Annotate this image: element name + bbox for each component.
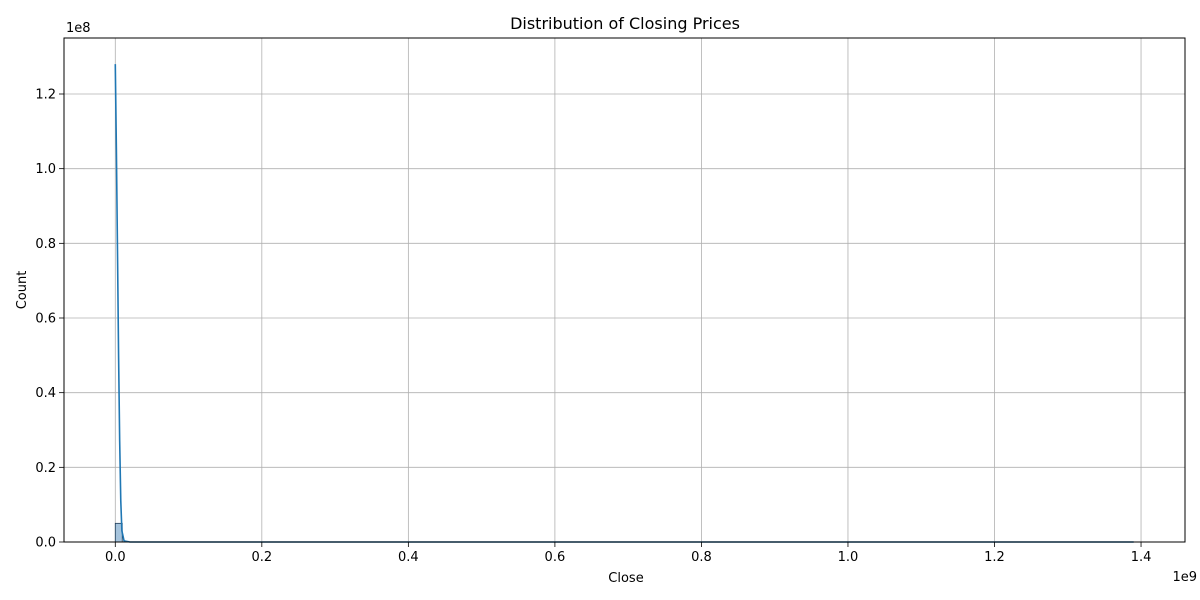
x-ticks: 0.0 0.2 0.4 0.6 0.8 1.0 1.2 1.4	[105, 542, 1151, 565]
kde-line	[114, 64, 1134, 543]
x-axis-label: Close	[608, 571, 643, 586]
y-tick-label: 1.2	[35, 88, 56, 103]
x-offset-label: 1e9	[1172, 570, 1197, 585]
x-tick-label: 1.2	[984, 550, 1005, 565]
x-tick-label: 1.4	[1131, 550, 1152, 565]
x-tick-label: 0.6	[545, 550, 566, 565]
y-tick-label: 0.8	[35, 237, 56, 252]
axes-frame	[63, 37, 1186, 543]
y-offset-label: 1e8	[66, 21, 91, 36]
x-tick-label: 1.0	[838, 550, 859, 565]
x-tick-label: 0.2	[251, 550, 272, 565]
x-tick-label: 0.4	[398, 550, 419, 565]
chart-title: Distribution of Closing Prices	[510, 14, 740, 33]
x-tick-label: 0.8	[691, 550, 712, 565]
y-tick-label: 0.4	[35, 386, 56, 401]
grid-layer	[64, 38, 1185, 543]
y-tick-label: 1.0	[35, 162, 56, 177]
y-tick-label: 0.2	[35, 461, 56, 476]
x-tick-label: 0.0	[105, 550, 126, 565]
y-tick-label: 0.6	[35, 312, 56, 327]
kde-layer	[114, 64, 1134, 543]
y-axis-label: Count	[15, 271, 30, 310]
y-ticks: 0.0 0.2 0.4 0.6 0.8 1.0 1.2	[35, 88, 64, 551]
y-tick-label: 0.0	[35, 536, 56, 551]
